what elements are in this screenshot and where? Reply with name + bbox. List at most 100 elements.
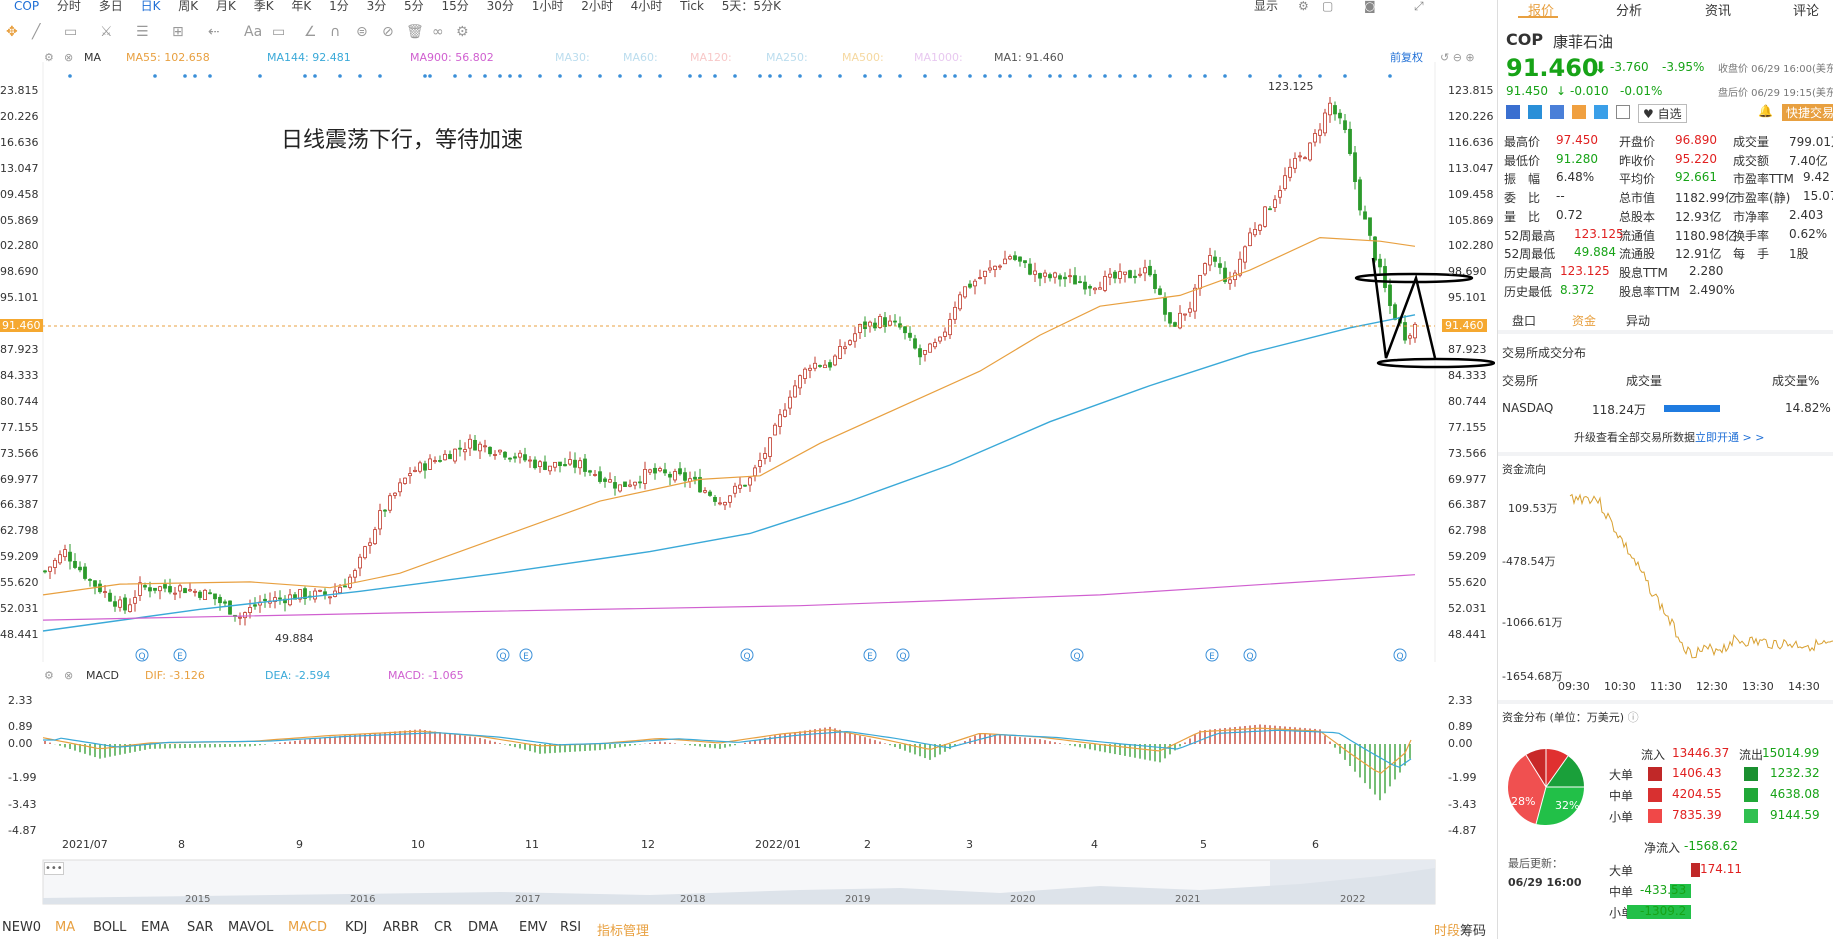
crosshair-icon[interactable]: ✥ xyxy=(6,24,18,40)
period-tab[interactable]: 4小时 xyxy=(630,0,663,13)
indicator-new0[interactable]: NEW0 xyxy=(2,920,42,935)
fullscreen-icon[interactable]: ⤢ xyxy=(1414,0,1424,13)
stat-label: 平均价 xyxy=(1619,172,1656,187)
tab-quote[interactable]: 报价 xyxy=(1528,4,1555,19)
candle-body xyxy=(448,454,452,460)
subtab-anomaly[interactable]: 异动 xyxy=(1626,314,1651,328)
period-tab[interactable]: 1分 xyxy=(329,0,349,13)
indicator-ema[interactable]: EMA xyxy=(141,920,170,935)
candle-body xyxy=(1083,281,1087,290)
period-tab[interactable]: 3分 xyxy=(366,0,387,13)
period-tab[interactable]: 2小时 xyxy=(581,0,613,13)
display-menu[interactable]: 显示 xyxy=(1254,0,1279,13)
tab-comments[interactable]: 评论 xyxy=(1793,4,1820,19)
camera-icon[interactable]: ◙ xyxy=(1364,0,1376,13)
indicator-kdj[interactable]: KDJ xyxy=(345,920,368,935)
dea-line xyxy=(43,729,1412,768)
close-icon[interactable]: ⊗ xyxy=(64,669,74,682)
arrow-tool-icon[interactable]: ⇠ xyxy=(208,24,220,40)
settings-icon[interactable]: ⚙ xyxy=(1298,0,1309,13)
quick-trade-button[interactable]: 快捷交易 xyxy=(1782,104,1833,121)
rss-icon[interactable] xyxy=(1572,105,1586,119)
period-tab[interactable]: Tick xyxy=(680,0,704,13)
gear-icon[interactable]: ⚙ xyxy=(44,51,54,64)
window-icon[interactable]: ▢ xyxy=(1322,0,1334,13)
candle-body xyxy=(563,464,567,467)
watchlist-button[interactable]: ♥ 自选 xyxy=(1638,104,1687,123)
indicator-dma[interactable]: DMA xyxy=(468,920,499,935)
period-tab[interactable]: 15分 xyxy=(441,0,469,13)
range-navigator[interactable]: ••• 2015 2016 2017 2018 2019 2020 2021 2022 xyxy=(0,858,1495,908)
gear-icon[interactable]: ⚙ xyxy=(44,669,54,682)
close-icon[interactable]: ⊗ xyxy=(64,51,74,64)
period-tab[interactable]: 1小时 xyxy=(531,0,564,13)
tag-icon[interactable] xyxy=(1594,105,1608,119)
trash-icon[interactable]: 🗑 xyxy=(406,24,424,40)
channel-tool-icon[interactable]: ☰ xyxy=(136,24,149,40)
tab-analysis[interactable]: 分析 xyxy=(1616,4,1643,19)
link-icon[interactable]: ∞ xyxy=(432,24,444,40)
period-tab[interactable]: 年K xyxy=(291,0,312,13)
chevron-up-icon[interactable]: ^ xyxy=(1688,288,1699,302)
indicator-boll[interactable]: BOLL xyxy=(93,920,127,935)
fib-tool-icon[interactable]: ⚔ xyxy=(100,24,113,40)
flag-icon[interactable] xyxy=(1506,105,1520,119)
indicator-cr[interactable]: CR xyxy=(434,920,453,935)
indicator-arbr[interactable]: ARBR xyxy=(383,920,419,935)
period-tab[interactable]: 30分 xyxy=(486,0,514,13)
angle-tool-icon[interactable]: ∠ xyxy=(304,24,317,40)
indicator-mavol[interactable]: MAVOL xyxy=(228,920,274,935)
period-tab[interactable]: 分时 xyxy=(56,0,81,13)
lock-icon[interactable]: ⊜ xyxy=(356,24,368,40)
reset-icon[interactable]: ↺ ⊖ ⊕ xyxy=(1440,51,1475,64)
ma-label[interactable]: MA xyxy=(84,51,102,64)
macd-label[interactable]: MACD xyxy=(86,669,119,682)
candle-body xyxy=(983,270,987,277)
trend-icon[interactable] xyxy=(1528,105,1542,119)
bell-icon[interactable]: 🔔 xyxy=(1758,104,1773,118)
period-tab[interactable]: 多日 xyxy=(98,0,123,13)
stat-value: 1182.99亿 xyxy=(1675,191,1737,206)
navigator-handle[interactable]: ••• xyxy=(44,862,64,875)
chips-button[interactable]: 筹码 xyxy=(1460,924,1487,939)
doc-icon[interactable] xyxy=(1616,105,1630,119)
subtab-fund[interactable]: 资金 xyxy=(1572,314,1597,328)
indicator-emv[interactable]: EMV xyxy=(519,920,548,935)
indicator-macd[interactable]: MACD xyxy=(288,920,327,935)
flow-y-tick: -1654.68万 xyxy=(1502,670,1563,683)
measure-tool-icon[interactable]: ⊞ xyxy=(172,24,184,40)
candle-body xyxy=(63,549,67,558)
subtab-orderbook[interactable]: 盘口 xyxy=(1512,314,1537,328)
dollar-icon[interactable] xyxy=(1550,105,1564,119)
line-tool-icon[interactable]: ╱ xyxy=(32,24,41,40)
indicator-指标管理[interactable]: 指标管理 xyxy=(597,924,650,939)
last-update-time: 06/29 16:00 xyxy=(1508,876,1582,889)
period-tab-active[interactable]: 日K xyxy=(140,0,161,13)
chart-grid xyxy=(42,62,1436,662)
ma55-value: MA55: 102.658 xyxy=(126,51,210,64)
period-tab[interactable]: 季K xyxy=(253,0,274,13)
magnet-icon[interactable]: ∩ xyxy=(330,24,341,40)
indicator-ma[interactable]: MA xyxy=(55,920,76,935)
period-tab[interactable]: 5分 xyxy=(404,0,424,13)
fund-flow-chart[interactable] xyxy=(1498,480,1833,690)
adjust-toggle[interactable]: 前复权 xyxy=(1390,51,1423,64)
period-tab[interactable]: 5天：5分K xyxy=(721,0,781,13)
text-tool-icon[interactable]: Aa xyxy=(244,24,263,40)
note-tool-icon[interactable]: ▭ xyxy=(272,24,286,40)
candle-body xyxy=(988,267,992,271)
help-icon[interactable]: ⓘ xyxy=(1627,711,1639,724)
gear-icon[interactable]: ⚙ xyxy=(456,24,469,40)
session-button[interactable]: 时段 xyxy=(1434,924,1461,939)
hide-icon[interactable]: ⊘ xyxy=(382,24,394,40)
rect-tool-icon[interactable]: ▭ xyxy=(64,24,78,40)
period-tab[interactable]: 月K xyxy=(215,0,236,13)
candle-body xyxy=(808,367,812,371)
upgrade-link[interactable]: 立即开通 > > xyxy=(1695,431,1765,444)
tab-news[interactable]: 资讯 xyxy=(1705,4,1732,19)
indicator-sar[interactable]: SAR xyxy=(187,920,214,935)
macd-chart[interactable] xyxy=(0,688,1435,838)
period-tab[interactable]: 周K xyxy=(178,0,199,13)
indicator-rsi[interactable]: RSI xyxy=(560,920,582,935)
